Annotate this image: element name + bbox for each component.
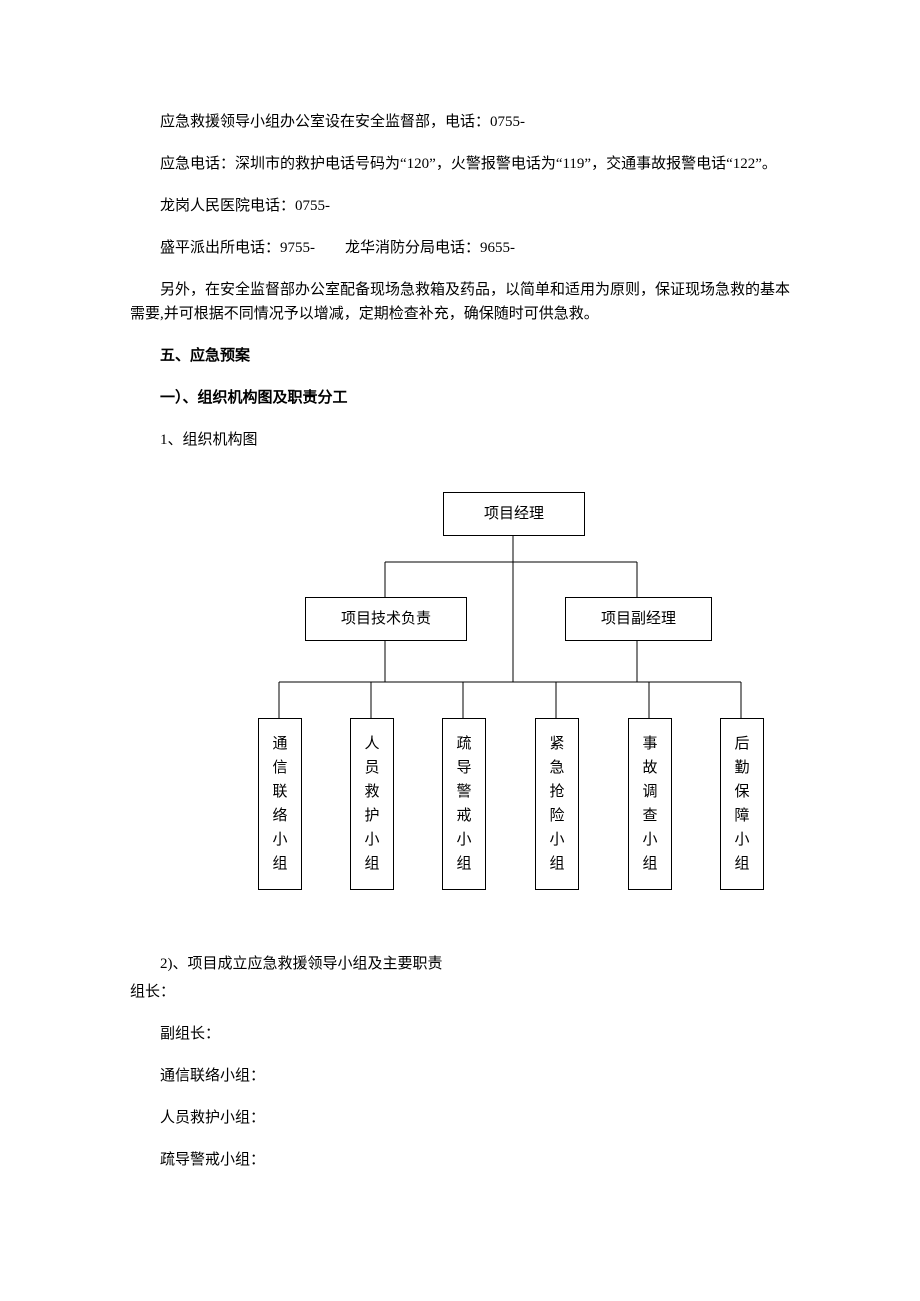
- node-char: 紧: [549, 732, 564, 756]
- node-char: 导: [456, 756, 471, 780]
- node-char: 后: [734, 732, 749, 756]
- node-char: 保: [734, 780, 749, 804]
- node-char: 小: [364, 828, 379, 852]
- paragraph: 人员救护小组：: [130, 1106, 790, 1130]
- node-char: 小: [642, 828, 657, 852]
- node-char: 组: [272, 852, 287, 876]
- paragraph: 1、组织机构图: [130, 428, 790, 452]
- node-char: 查: [642, 804, 657, 828]
- paragraph: 龙岗人民医院电话：0755-: [130, 194, 790, 218]
- paragraph: 通信联络小组：: [130, 1064, 790, 1088]
- node-guard-team: 疏导警戒小组: [442, 718, 486, 890]
- node-char: 小: [549, 828, 564, 852]
- node-tech-lead: 项目技术负责: [305, 597, 467, 641]
- node-char: 险: [549, 804, 564, 828]
- node-char: 信: [272, 756, 287, 780]
- node-emergency-team: 紧急抢险小组: [535, 718, 579, 890]
- node-char: 小: [734, 828, 749, 852]
- heading-5: 五、应急预案: [130, 344, 790, 368]
- node-label: 项目经理: [484, 502, 544, 526]
- paragraph: 盛平派出所电话：9755- 龙华消防分局电话：9655-: [130, 236, 790, 260]
- paragraph: 应急救援领导小组办公室设在安全监督部，电话：0755-: [130, 110, 790, 134]
- node-label: 项目副经理: [601, 607, 676, 631]
- heading-5-1: 一）、组织机构图及职责分工: [130, 386, 790, 410]
- node-comm-team: 通信联络小组: [258, 718, 302, 890]
- node-char: 事: [642, 732, 657, 756]
- node-char: 组: [734, 852, 749, 876]
- node-logistics-team: 后勤保障小组: [720, 718, 764, 890]
- paragraph: 疏导警戒小组：: [130, 1148, 790, 1172]
- node-investigate-team: 事故调查小组: [628, 718, 672, 890]
- paragraph: 另外，在安全监督部办公室配备现场急救箱及药品，以简单和适用为原则，保证现场急救的…: [130, 278, 790, 326]
- document-page: 应急救援领导小组办公室设在安全监督部，电话：0755- 应急电话：深圳市的救护电…: [0, 0, 920, 1250]
- node-char: 络: [272, 804, 287, 828]
- node-char: 疏: [456, 732, 471, 756]
- node-char: 组: [456, 852, 471, 876]
- node-char: 组: [364, 852, 379, 876]
- node-deputy-manager: 项目副经理: [565, 597, 712, 641]
- node-char: 通: [272, 732, 287, 756]
- node-char: 救: [364, 780, 379, 804]
- node-char: 障: [734, 804, 749, 828]
- node-char: 小: [456, 828, 471, 852]
- node-project-manager: 项目经理: [443, 492, 585, 536]
- paragraph: 组长：: [130, 980, 790, 1004]
- node-char: 组: [549, 852, 564, 876]
- node-char: 警: [456, 780, 471, 804]
- paragraph: 2)、项目成立应急救援领导小组及主要职责: [130, 952, 790, 976]
- node-char: 调: [642, 780, 657, 804]
- node-char: 小: [272, 828, 287, 852]
- node-label: 项目技术负责: [341, 607, 431, 631]
- node-char: 护: [364, 804, 379, 828]
- node-char: 故: [642, 756, 657, 780]
- node-char: 人: [364, 732, 379, 756]
- node-char: 组: [642, 852, 657, 876]
- node-rescue-team: 人员救护小组: [350, 718, 394, 890]
- node-char: 戒: [456, 804, 471, 828]
- node-char: 员: [364, 756, 379, 780]
- paragraph: 应急电话：深圳市的救护电话号码为“120”，火警报警电话为“119”，交通事故报…: [130, 152, 790, 176]
- node-char: 勤: [734, 756, 749, 780]
- paragraph: 副组长：: [130, 1022, 790, 1046]
- node-char: 急: [549, 756, 564, 780]
- node-char: 联: [272, 780, 287, 804]
- org-chart: 项目经理 项目技术负责 项目副经理 通信联络小组 人员救护小组 疏导警戒小组 紧…: [190, 492, 850, 922]
- node-char: 抢: [549, 780, 564, 804]
